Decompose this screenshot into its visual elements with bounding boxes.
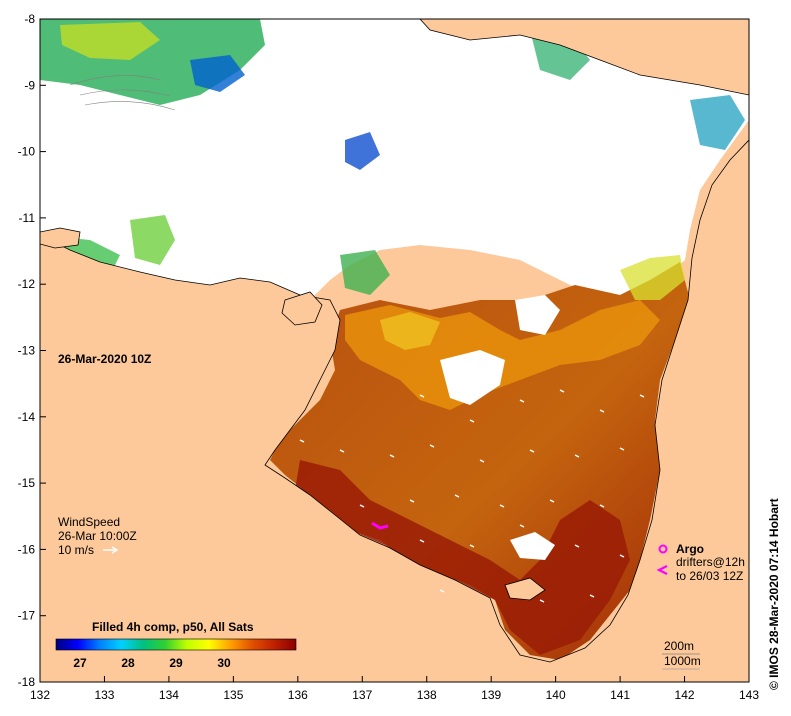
sst-yellow-patch xyxy=(380,312,440,350)
lat-tick-label: -12 xyxy=(18,277,36,291)
wind-arrow xyxy=(389,454,395,458)
lat-tick-label: -13 xyxy=(18,344,36,358)
argo-legend-title: Argo xyxy=(676,542,704,556)
wind-arrow xyxy=(429,444,435,448)
lat-tick-label: -8 xyxy=(24,12,35,26)
isobath-contours xyxy=(69,75,176,111)
wind-arrow xyxy=(599,409,605,413)
lon-tick-label: 142 xyxy=(675,688,695,702)
lat-tick-label: -17 xyxy=(18,609,36,623)
argo-float-icon xyxy=(658,544,668,554)
wind-arrow xyxy=(499,504,505,508)
wind-legend-scale: 10 m/s xyxy=(58,543,94,557)
lat-tick-label: -16 xyxy=(18,542,36,556)
wind-arrow xyxy=(574,544,580,548)
sst-cloud-hole-2 xyxy=(515,295,560,335)
lat-tick-label: -10 xyxy=(18,145,36,159)
cape-york-north xyxy=(419,19,749,96)
wind-arrow xyxy=(439,589,445,593)
sst-ne-patch-2 xyxy=(690,95,745,150)
wind-arrow xyxy=(539,599,545,603)
lat-tick-label: -11 xyxy=(19,211,36,225)
wind-arrow xyxy=(619,447,625,451)
colorbar-tick-label: 30 xyxy=(217,656,231,670)
colorbar-title: Filled 4h comp, p50, All Sats xyxy=(92,620,254,634)
lon-tick-label: 140 xyxy=(546,688,566,702)
lon-tick-label: 139 xyxy=(481,688,501,702)
lon-tick-label: 138 xyxy=(417,688,437,702)
lat-tick-label: -9 xyxy=(24,78,35,92)
date-label: 26-Mar-2020 10Z xyxy=(58,352,151,366)
credit-label: © IMOS 28-Mar-2020 07:14 Hobart xyxy=(767,498,781,690)
groote-eylandt xyxy=(281,291,323,326)
lat-tick-label: -15 xyxy=(18,476,36,490)
wind-arrow xyxy=(454,494,460,498)
longitude-axis: 132 133 134 135 136 137 138 139 140 141 142 143 xyxy=(30,676,759,702)
lon-tick-label: 135 xyxy=(223,688,243,702)
sst-mid-patch xyxy=(345,132,380,170)
contour-legend-200m: 200m xyxy=(664,639,694,653)
colorbar-tick-label: 27 xyxy=(73,656,87,670)
sst-west-patch-2 xyxy=(130,215,175,265)
lat-tick-label: -18 xyxy=(18,675,36,689)
sst-yellow-patch-east xyxy=(620,255,685,300)
lon-tick-label: 133 xyxy=(94,688,114,702)
sst-cloud-hole xyxy=(440,350,505,405)
wind-legend-time: 26-Mar 10:00Z xyxy=(58,529,137,543)
wind-arrow xyxy=(619,554,625,558)
wind-arrow xyxy=(419,394,425,398)
lon-tick-label: 136 xyxy=(288,688,308,702)
lon-tick-label: 141 xyxy=(610,688,630,702)
latitude-axis: -8 -9 -10 -11 -12 -13 -14 -15 -16 -17 -18 xyxy=(18,12,46,689)
colorbar-tick-label: 28 xyxy=(121,656,135,670)
wind-arrow xyxy=(469,419,475,423)
wind-arrow xyxy=(419,539,425,543)
wind-arrow xyxy=(339,449,345,453)
argo-legend-line1: drifters@12h xyxy=(676,555,745,569)
wind-arrow xyxy=(409,499,415,503)
lon-tick-label: 137 xyxy=(352,688,372,702)
wind-arrows xyxy=(299,389,645,603)
colorbar-ticks: 27 28 29 30 xyxy=(73,656,231,670)
sst-hot-core xyxy=(295,460,630,655)
wind-arrow xyxy=(529,449,535,453)
argo-track xyxy=(371,521,389,530)
contour-legend-1000m: 1000m xyxy=(664,654,701,668)
lon-tick-label: 132 xyxy=(30,688,50,702)
wind-arrow xyxy=(359,504,365,508)
wind-arrow xyxy=(559,389,565,393)
sst-north-patch-blue xyxy=(190,55,245,92)
wind-legend-title: WindSpeed xyxy=(58,515,120,529)
wind-arrow xyxy=(519,524,525,528)
drifter-track-icon xyxy=(656,565,668,575)
sst-cloud-hole-south xyxy=(510,532,555,560)
wind-arrow xyxy=(519,399,525,403)
wind-arrow xyxy=(639,394,645,398)
lon-tick-label: 134 xyxy=(159,688,179,702)
wind-arrow xyxy=(599,504,605,508)
wind-arrow xyxy=(479,459,485,463)
colorbar xyxy=(55,638,297,651)
wind-arrow xyxy=(574,454,580,458)
lat-tick-label: -14 xyxy=(18,410,36,424)
sst-mid-patch-2 xyxy=(340,250,390,295)
mornington-island xyxy=(504,577,546,601)
colorbar-tick-label: 29 xyxy=(169,656,183,670)
argo-legend-line2: to 26/03 12Z xyxy=(676,569,743,583)
right-arrow-icon xyxy=(103,546,119,554)
wind-arrow xyxy=(469,544,475,548)
wind-arrow xyxy=(589,594,595,598)
arnhem-land xyxy=(40,139,749,682)
wind-arrow xyxy=(299,439,305,443)
tiwi-islands xyxy=(40,227,81,249)
lon-tick-label: 143 xyxy=(739,688,759,702)
sst-north-patch-yellow xyxy=(60,22,160,60)
wind-arrow xyxy=(549,499,555,503)
